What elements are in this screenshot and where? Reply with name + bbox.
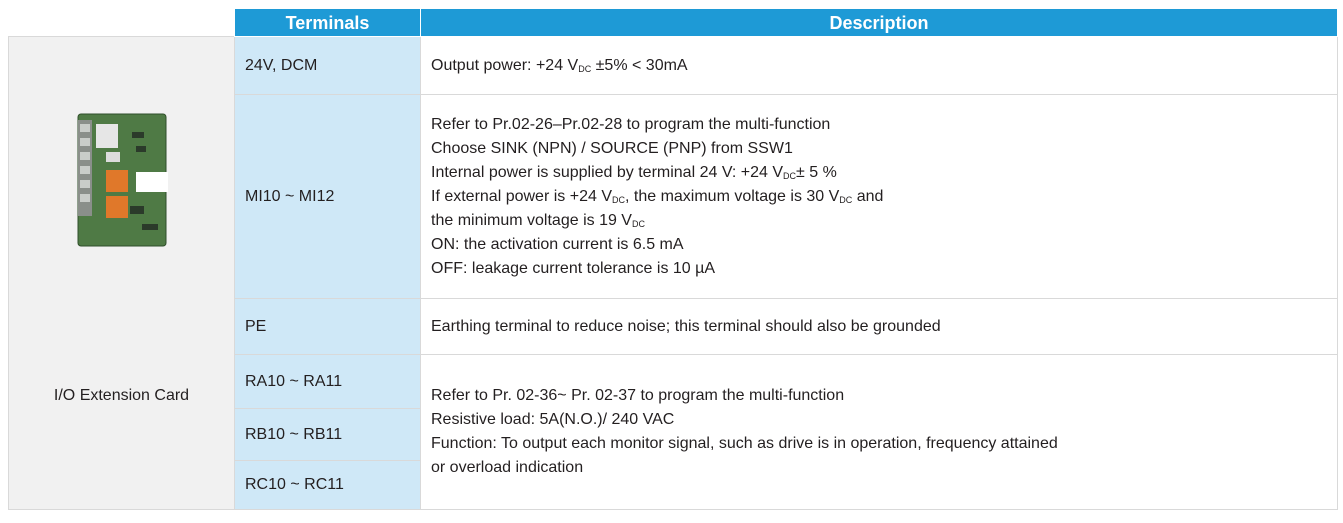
text: or overload indication (431, 459, 583, 476)
subscript: DC (578, 64, 591, 74)
terminal-cell: RA10 ~ RA11 (235, 355, 421, 409)
description-line: Choose SINK (NPN) / SOURCE (PNP) from SS… (431, 137, 1327, 161)
column-header: Description (421, 9, 1338, 37)
description-cell: Refer to Pr.02-26–Pr.02-28 to program th… (421, 95, 1338, 299)
header-row: Terminals Description (9, 9, 1338, 37)
terminal-cell: RB10 ~ RB11 (235, 409, 421, 461)
description-line: OFF: leakage current tolerance is 10 µA (431, 257, 1327, 281)
description-cell: Earthing terminal to reduce noise; this … (421, 299, 1338, 355)
text: Earthing terminal to reduce noise; this … (431, 318, 941, 335)
description-line: Internal power is supplied by terminal 2… (431, 161, 1327, 185)
text: Function: To output each monitor signal,… (431, 435, 1058, 452)
text: Internal power is supplied by terminal 2… (431, 164, 783, 181)
text: Refer to Pr.02-26–Pr.02-28 to program th… (431, 116, 830, 133)
terminal-table: Terminals Description I/O Extension Card… (8, 8, 1338, 510)
text: Output power: +24 V (431, 57, 578, 74)
description-line: Earthing terminal to reduce noise; this … (431, 315, 1327, 339)
text: and (852, 188, 883, 205)
description-line: ON: the activation current is 6.5 mA (431, 233, 1327, 257)
description-line: Function: To output each monitor signal,… (431, 432, 1327, 456)
text: Refer to Pr. 02-36~ Pr. 02-37 to program… (431, 387, 844, 404)
card-image (76, 112, 168, 248)
page: {"table": { "headers": ["Terminals", "De… (0, 0, 1343, 523)
description-line: the minimum voltage is 19 VDC (431, 209, 1327, 233)
terminal-cell: RC10 ~ RC11 (235, 461, 421, 510)
text: ON: the activation current is 6.5 mA (431, 236, 684, 253)
description-line: Refer to Pr. 02-36~ Pr. 02-37 to program… (431, 384, 1327, 408)
card-label: I/O Extension Card (9, 384, 234, 408)
blank-header (9, 9, 235, 37)
description-line: Refer to Pr.02-26–Pr.02-28 to program th… (431, 113, 1327, 137)
description-line: If external power is +24 VDC, the maximu… (431, 185, 1327, 209)
text: Choose SINK (NPN) / SOURCE (PNP) from SS… (431, 140, 793, 157)
column-header: Terminals (235, 9, 421, 37)
terminal-cell: PE (235, 299, 421, 355)
text: Resistive load: 5A(N.O.)/ 240 VAC (431, 411, 674, 428)
description-line: Resistive load: 5A(N.O.)/ 240 VAC (431, 408, 1327, 432)
text: the minimum voltage is 19 V (431, 212, 632, 229)
text: OFF: leakage current tolerance is 10 µA (431, 260, 715, 277)
description-cell: Refer to Pr. 02-36~ Pr. 02-37 to program… (421, 355, 1338, 510)
subscript: DC (632, 219, 645, 229)
description-line: Output power: +24 VDC ±5% < 30mA (431, 54, 1327, 78)
text: ±5% < 30mA (591, 57, 687, 74)
description-line: or overload indication (431, 456, 1327, 480)
card-cell: I/O Extension Card (9, 37, 235, 510)
text: If external power is +24 V (431, 188, 612, 205)
text: ± 5 % (796, 164, 837, 181)
description-cell: Output power: +24 VDC ±5% < 30mA (421, 37, 1338, 95)
text: , the maximum voltage is 30 V (625, 188, 839, 205)
subscript: DC (612, 195, 625, 205)
terminal-cell: 24V, DCM (235, 37, 421, 95)
table-body: I/O Extension Card 24V, DCM Output power: … (9, 37, 1338, 510)
subscript: DC (839, 195, 852, 205)
terminal-cell: MI10 ~ MI12 (235, 95, 421, 299)
subscript: DC (783, 171, 796, 181)
